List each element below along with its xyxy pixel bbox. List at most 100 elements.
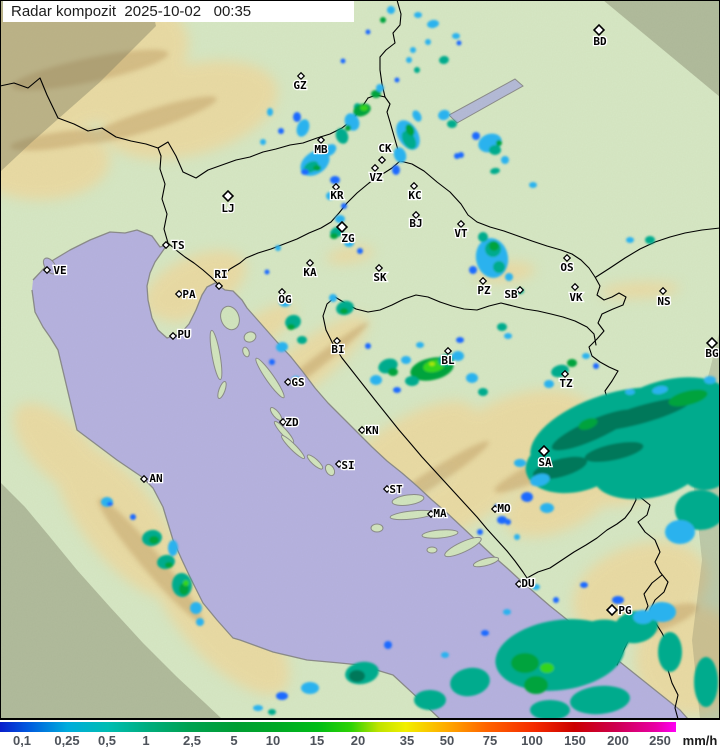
station-marker-icon	[605, 603, 619, 617]
station-marker-icon	[658, 286, 668, 296]
precip-echo	[530, 473, 550, 487]
station-pa: PA	[174, 287, 197, 302]
station-marker-icon	[316, 135, 326, 145]
station-code: TS	[171, 239, 184, 252]
precip-echo	[371, 90, 381, 98]
legend-bar-canvas	[0, 722, 676, 732]
station-marker-icon	[705, 336, 719, 350]
precip-echo	[253, 705, 263, 711]
precip-echo	[447, 120, 457, 128]
precip-echo	[544, 380, 554, 388]
precip-echo	[341, 203, 347, 209]
station-marker-icon	[409, 181, 419, 191]
precip-echo	[196, 618, 204, 626]
station-ka: KA	[302, 258, 318, 280]
legend-tick: 0,1	[12, 733, 32, 748]
station-mb: MB	[313, 135, 329, 157]
station-code: AN	[149, 472, 162, 485]
legend-color-bar	[0, 722, 676, 732]
precip-echo	[438, 109, 450, 121]
station-marker-icon	[411, 210, 421, 220]
precip-echo	[401, 130, 417, 150]
legend-tick: 20	[350, 733, 366, 748]
station-marker-icon	[490, 504, 500, 514]
precip-echo	[504, 333, 512, 339]
station-marker-icon	[331, 182, 341, 192]
precip-echo	[481, 630, 489, 636]
station-marker-icon	[332, 336, 342, 346]
station-bg: BG	[704, 336, 720, 361]
station-code: NS	[657, 295, 670, 308]
precip-echo	[493, 261, 505, 273]
precip-echo	[489, 241, 499, 251]
precip-echo	[439, 55, 449, 65]
precip-echo	[478, 388, 488, 396]
precip-echo	[301, 682, 319, 694]
station-marker-icon	[374, 263, 384, 273]
precip-echo	[330, 233, 338, 239]
station-marker-icon	[334, 459, 344, 469]
precip-echo	[582, 353, 590, 359]
station-marker-icon	[514, 579, 524, 589]
precip-echo	[626, 237, 634, 243]
station-marker-icon	[168, 331, 178, 341]
precip-echo	[490, 167, 500, 175]
precip-echo	[530, 700, 570, 720]
station-ma: MA	[426, 506, 448, 521]
precip-echo	[365, 343, 371, 349]
precip-echo	[521, 492, 533, 502]
precip-echo	[645, 236, 655, 244]
station-st: ST	[382, 482, 404, 497]
precip-echo	[489, 145, 501, 155]
precip-echo	[425, 39, 431, 45]
precip-echo	[376, 84, 384, 92]
station-gs: GS	[283, 375, 306, 390]
station-marker-icon	[478, 276, 488, 286]
precip-echo	[532, 584, 540, 590]
precip-echo	[405, 376, 419, 386]
station-marker-icon	[377, 155, 387, 165]
precip-echo	[665, 520, 695, 544]
station-code: BG	[705, 347, 719, 360]
precip-echo	[276, 341, 288, 353]
station-code: SA	[538, 456, 552, 469]
precip-echo	[497, 323, 507, 331]
legend-tick: 200	[607, 733, 629, 748]
station-marker-icon	[296, 71, 306, 81]
precip-echo	[472, 132, 480, 140]
legend-tick: 50	[439, 733, 455, 748]
station-mo: MO	[490, 501, 512, 516]
precip-echo	[529, 182, 537, 188]
station-layer: GZ BD MB CK VZ KR KC BJ VT LJ ZG TS VE RI PA KA SK OG OS PZ…	[42, 23, 720, 618]
station-marker-icon	[174, 289, 184, 299]
station-marker-icon	[570, 282, 580, 292]
station-code: VE	[53, 264, 66, 277]
station-ck: CK	[377, 141, 393, 165]
precip-echo	[260, 139, 266, 145]
station-marker-icon	[214, 281, 224, 291]
precip-echo	[380, 17, 386, 23]
station-code: GZ	[293, 79, 307, 92]
station-zd: ZD	[278, 415, 300, 430]
precip-echo	[469, 266, 477, 274]
station-code: KN	[365, 424, 378, 437]
precip-echo	[414, 12, 422, 18]
precip-echo	[313, 165, 321, 171]
precip-echo	[532, 456, 588, 480]
precip-echo	[505, 273, 513, 281]
station-an: AN	[139, 471, 164, 486]
legend-tick: 2,5	[182, 733, 202, 748]
precip-echo	[593, 363, 599, 369]
station-code: KC	[408, 189, 421, 202]
precip-echo	[335, 215, 345, 223]
precip-echo	[416, 342, 424, 348]
station-marker-icon	[370, 163, 380, 173]
precip-echo	[567, 359, 577, 367]
station-code: SB	[504, 288, 518, 301]
precip-echo	[323, 144, 337, 156]
precip-echo	[279, 297, 291, 307]
precip-echo	[514, 534, 520, 540]
precip-echo	[394, 77, 400, 83]
precip-echo	[349, 670, 365, 682]
station-marker-icon	[278, 417, 288, 427]
